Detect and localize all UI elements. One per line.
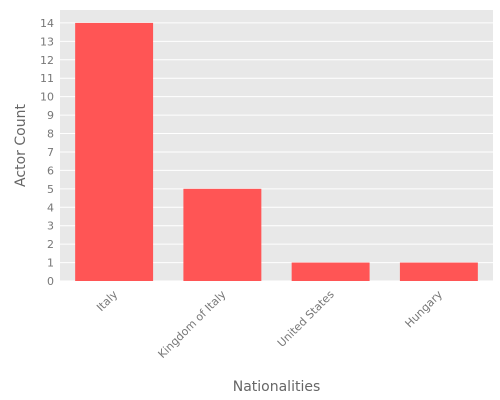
- y-tick-label: 13: [40, 35, 54, 48]
- bars: [75, 22, 478, 282]
- y-tick-label: 6: [47, 164, 54, 177]
- x-tick-label: United States: [275, 288, 337, 350]
- bar-united-states: [291, 262, 370, 281]
- y-tick-label: 2: [47, 238, 54, 251]
- bar-italy: [75, 22, 154, 282]
- y-tick-label: 5: [47, 183, 54, 196]
- y-tick-label: 12: [40, 54, 54, 67]
- bar-kingdom-of-italy: [183, 188, 262, 281]
- y-tick-label: 4: [47, 201, 54, 214]
- x-tick-label: Hungary: [403, 288, 446, 331]
- y-tick-label: 10: [40, 91, 54, 104]
- y-tick-label: 1: [47, 257, 54, 270]
- x-axis-ticks: Italy Kingdom of Italy United States Hungar…: [94, 288, 445, 361]
- x-tick-label: Kingdom of Italy: [156, 288, 229, 361]
- x-axis-title: Nationalities: [233, 379, 321, 395]
- bar-hungary: [399, 262, 478, 281]
- y-tick-label: 11: [40, 72, 54, 85]
- y-axis-title: Actor Count: [13, 104, 29, 187]
- y-tick-label: 8: [47, 128, 54, 141]
- y-tick-label: 7: [47, 146, 54, 159]
- y-tick-label: 3: [47, 220, 54, 233]
- y-tick-label: 9: [47, 109, 54, 122]
- x-tick-label: Italy: [94, 288, 120, 314]
- y-tick-label: 0: [47, 275, 54, 288]
- y-tick-label: 14: [40, 17, 54, 30]
